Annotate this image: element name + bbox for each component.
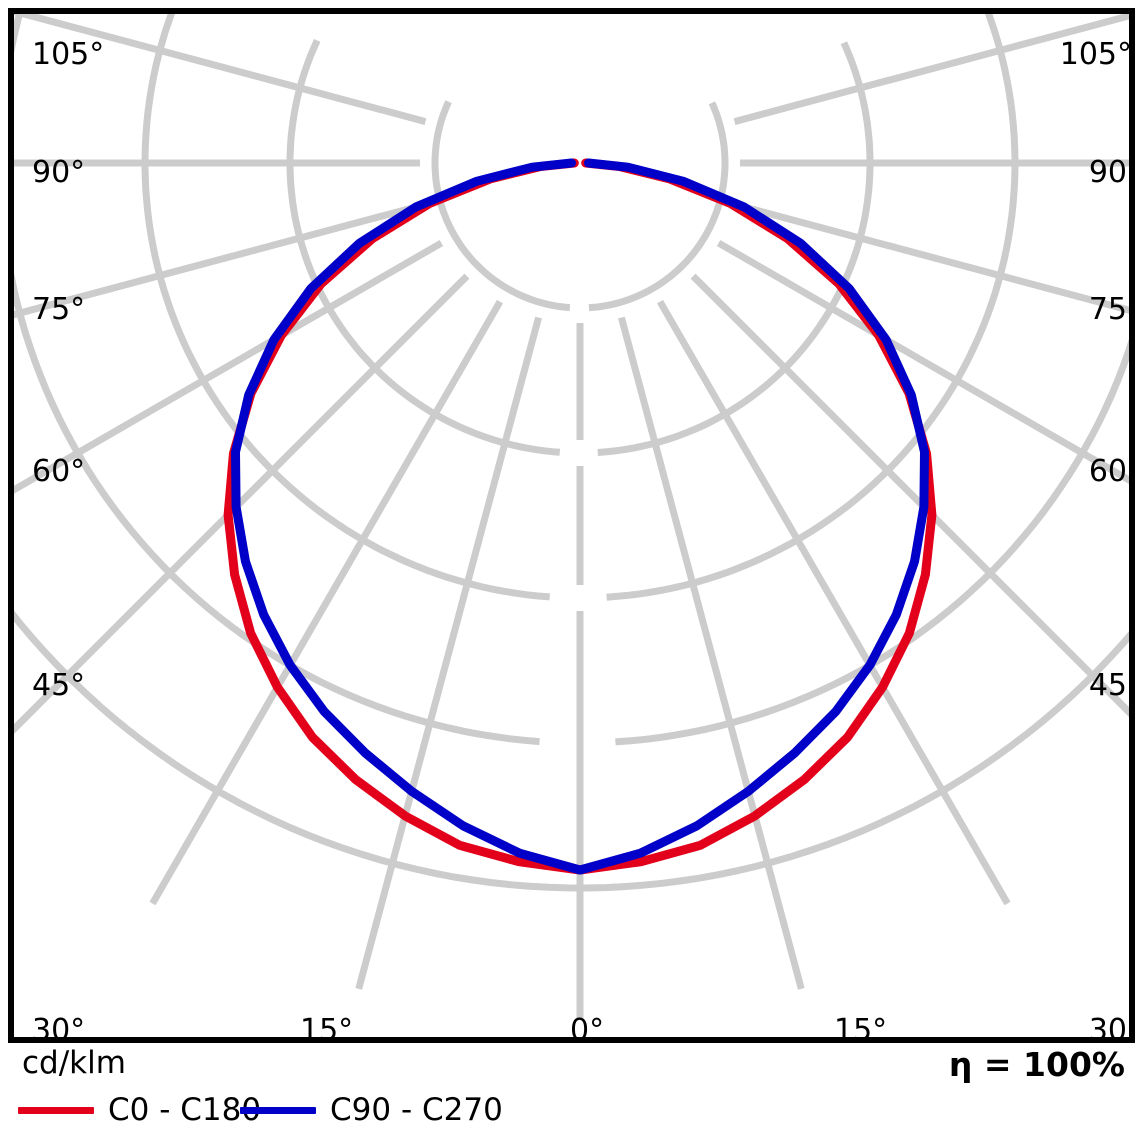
angle-label-90deg: 90° [32, 155, 86, 190]
grid-ring [588, 101, 729, 312]
legend-item-c90-c270: C90 - C270 [240, 1091, 503, 1129]
grid-spoke [14, 14, 427, 125]
grid-ring [606, 14, 1019, 601]
grid-spoke [618, 316, 805, 990]
polar-grid-and-curves [14, 14, 1129, 1018]
angle-label-45deg: 45° [1088, 668, 1129, 703]
distribution-curves [223, 158, 937, 875]
plot-frame: 105°90°75°60°45°30° 105°90°75°60°45°30° … [8, 8, 1135, 1043]
angle-label-60deg: 60° [1088, 454, 1129, 489]
grid-spoke [656, 299, 1011, 906]
grid-ring [141, 14, 550, 601]
grid-axis-gap [564, 585, 596, 611]
angle-label-105deg: 105° [32, 37, 105, 72]
grid-spoke [14, 239, 444, 494]
legend-label-c0-c180: C0 - C180 [108, 1091, 262, 1128]
angle-label-90deg: 90° [1088, 155, 1129, 190]
angle-label-15deg: 15° [300, 1013, 354, 1043]
legend: cd/klm η = 100% C0 - C180 C90 - C270 [0, 1043, 1143, 1143]
grid-spoke [733, 14, 1129, 125]
legend-color-swatch-red [18, 1106, 94, 1114]
legend-label-c90-c270: C90 - C270 [330, 1091, 503, 1128]
polar-grid [14, 14, 1129, 1018]
grid-spoke [149, 299, 504, 906]
grid-spoke [14, 201, 427, 319]
angle-label-105deg: 105° [1059, 37, 1132, 72]
grid-spoke [355, 316, 542, 990]
legend-item-c0-c180: C0 - C180 [18, 1091, 261, 1129]
grid-ring [14, 14, 540, 746]
grid-ring [597, 41, 874, 456]
angle-label-30deg: 30° [1088, 1013, 1129, 1043]
units-label: cd/klm [22, 1045, 126, 1081]
angle-label-30deg: 30° [32, 1013, 86, 1043]
grid-spoke [14, 273, 470, 734]
angle-label-45deg: 45° [32, 668, 86, 703]
grid-spoke [733, 201, 1129, 314]
curve-c90-c270 [231, 158, 929, 875]
angle-label-75deg: 75° [1088, 292, 1129, 327]
angle-label-0deg: 0° [570, 1013, 605, 1043]
angle-label-60deg: 60° [32, 454, 86, 489]
angle-label-15deg: 15° [834, 1013, 888, 1043]
angle-label-75deg: 75° [32, 292, 86, 327]
grid-spoke [690, 273, 1129, 717]
grid-axis-gap [564, 440, 596, 466]
grid-spoke [716, 239, 1129, 484]
grid-ring [615, 338, 1129, 746]
efficiency-label: η = 100% [948, 1045, 1125, 1084]
legend-color-swatch-blue [240, 1106, 316, 1114]
grid-ring [431, 100, 571, 312]
